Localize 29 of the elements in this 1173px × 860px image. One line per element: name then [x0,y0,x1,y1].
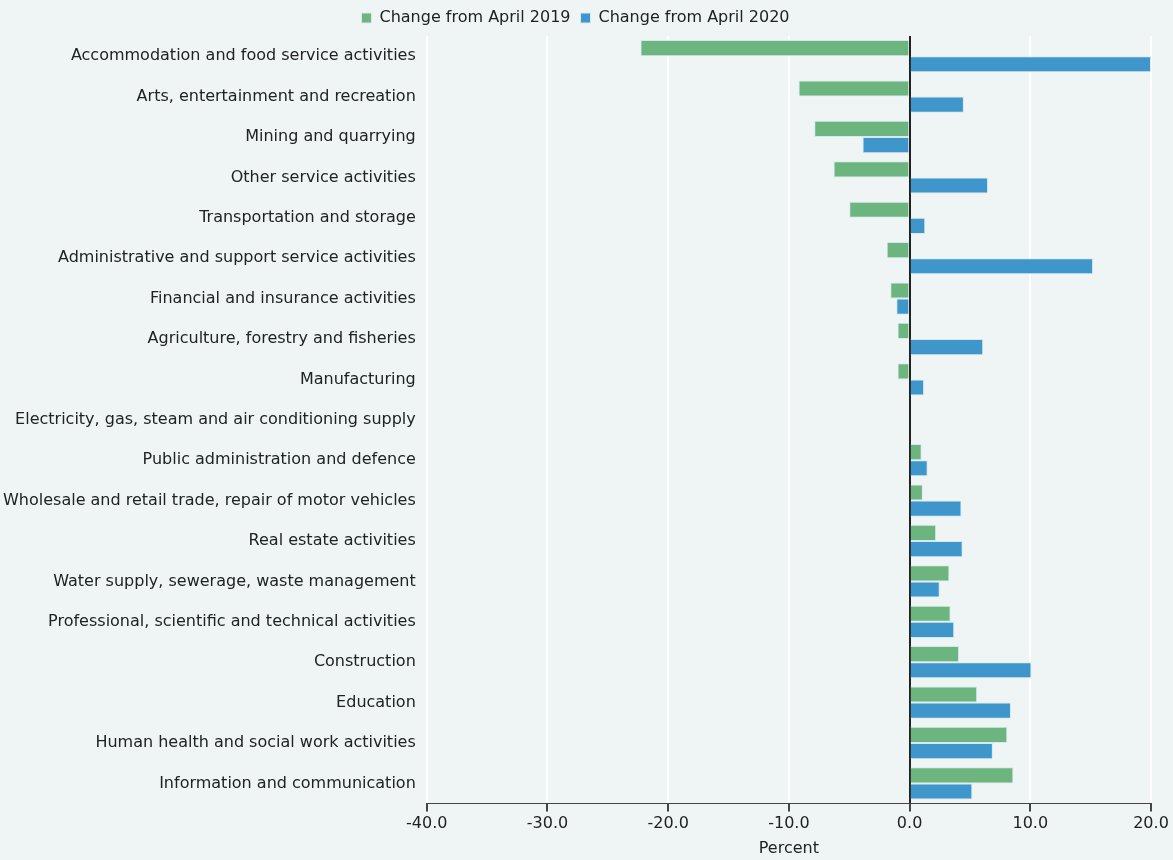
y-tick-label: Transportation and storage [198,206,416,226]
y-tick-label: Public administration and defence [142,449,416,469]
x-tick-label: -20.0 [647,813,689,833]
y-tick-label: Water supply, sewerage, waste management [53,570,416,590]
x-tick-label: -40.0 [406,813,448,833]
y-tick-label: Financial and insurance activities [149,287,416,307]
legend-label: Change from April 2019 [379,7,571,27]
y-tick-label: Administrative and support service activities [57,247,416,267]
legend-label: Change from April 2020 [598,7,790,27]
y-tick-label: Manufacturing [299,368,416,388]
x-tick-label: -10.0 [768,813,810,833]
x-tick-label: -30.0 [526,813,569,833]
x-tick-label: 10.0 [1012,813,1049,833]
x-tick-label: 20.0 [1133,813,1169,833]
x-axis-title: Percent [758,837,819,857]
x-tick-label: 0.0 [896,813,923,833]
y-tick-label: Electricity, gas, steam and air conditioning supply [15,408,416,428]
y-tick-label: Mining and quarrying [245,126,416,146]
y-tick-label: Accommodation and food service activities [70,45,416,65]
y-tick-label: Information and communication [159,772,416,792]
y-tick-label: Human health and social work activities [95,732,416,752]
y-tick-label: Other service activities [230,166,416,186]
y-tick-label: Construction [313,651,416,671]
y-tick-label: Education [336,691,416,711]
y-tick-label: Professional, scientific and technical activities [48,610,416,630]
y-tick-label: Arts, entertainment and recreation [136,85,416,105]
y-tick-label: Real estate activities [248,530,416,550]
y-tick-label: Wholesale and retail trade, repair of motor vehicles [3,489,416,509]
y-tick-label: Agriculture, forestry and fisheries [147,328,416,348]
